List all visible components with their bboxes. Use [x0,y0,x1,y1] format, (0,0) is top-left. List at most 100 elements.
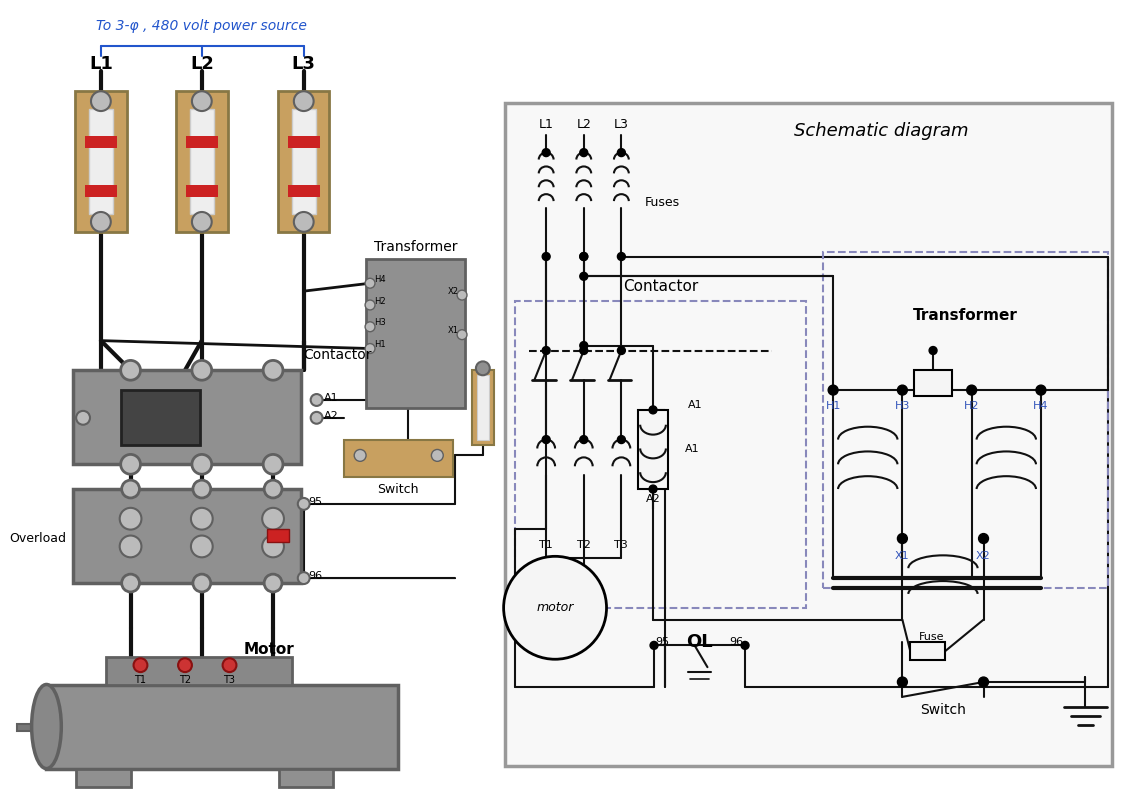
Text: 95: 95 [655,638,670,647]
Circle shape [192,454,212,474]
Circle shape [262,508,284,530]
Circle shape [193,574,211,592]
Text: A2: A2 [324,411,338,421]
Bar [279,769,334,787]
Text: H2: H2 [374,297,386,306]
Circle shape [617,148,625,156]
Text: X1: X1 [448,326,459,335]
Text: Motor: Motor [244,642,294,657]
Circle shape [263,361,283,380]
Circle shape [580,252,588,260]
Circle shape [580,342,588,350]
Text: H1: H1 [374,340,386,349]
Bar [477,375,488,440]
Text: A2: A2 [645,494,660,504]
Bar [915,370,952,396]
Text: H4: H4 [1033,401,1049,411]
Bar [504,103,1112,766]
Bar [89,109,113,214]
Circle shape [122,480,140,498]
Circle shape [476,361,490,375]
Text: Fuse: Fuse [919,633,945,642]
Bar [638,410,668,489]
Circle shape [310,394,323,406]
Text: Overload: Overload [9,532,67,545]
Circle shape [365,300,374,310]
Circle shape [133,658,148,672]
Bar [288,136,319,148]
Circle shape [354,449,367,461]
Text: T2: T2 [179,675,191,685]
Text: H4: H4 [374,275,386,284]
Circle shape [122,574,140,592]
Circle shape [293,212,314,231]
Text: H1: H1 [826,401,840,411]
Ellipse shape [32,685,61,768]
Circle shape [263,454,283,474]
Bar [76,91,126,231]
Circle shape [262,535,284,557]
Text: 95: 95 [309,497,323,507]
Text: motor: motor [537,601,574,614]
Circle shape [580,148,588,156]
Text: L3: L3 [292,54,316,73]
Bar [77,769,131,787]
Circle shape [580,272,588,280]
Bar [288,185,319,197]
Bar [186,136,218,148]
Circle shape [741,642,749,650]
Circle shape [580,252,588,260]
Bar [267,528,289,543]
Circle shape [543,346,550,354]
Circle shape [828,385,838,395]
Circle shape [979,534,988,543]
Text: Switch: Switch [920,703,966,717]
Circle shape [192,361,212,380]
Bar [85,185,116,197]
Bar [121,390,200,444]
Text: Transformer: Transformer [373,239,457,254]
Circle shape [222,658,237,672]
Circle shape [543,436,550,444]
Bar [277,91,329,231]
Text: Contactor: Contactor [623,279,698,294]
Circle shape [120,535,141,557]
Circle shape [617,436,625,444]
Text: T3: T3 [223,675,236,685]
Bar [186,185,218,197]
Circle shape [310,412,323,424]
Bar [73,370,301,464]
Circle shape [898,385,907,395]
Circle shape [979,677,988,687]
Text: H3: H3 [895,401,910,411]
Bar [85,136,116,148]
Circle shape [77,411,90,425]
Text: A1: A1 [686,444,700,455]
Circle shape [365,322,374,332]
Circle shape [580,436,588,444]
Circle shape [431,449,443,461]
Text: T2: T2 [576,540,591,551]
Circle shape [191,535,213,557]
Text: Schematic diagram: Schematic diagram [794,122,969,140]
Text: X1: X1 [896,551,909,561]
Circle shape [617,252,625,260]
Circle shape [457,290,467,300]
Bar [176,91,228,231]
Circle shape [191,508,213,530]
Circle shape [192,212,212,231]
Bar [292,109,316,214]
Bar [106,658,292,685]
Text: Switch: Switch [377,483,418,496]
Text: To 3-φ , 480 volt power source: To 3-φ , 480 volt power source [96,19,307,33]
Circle shape [365,279,374,288]
Circle shape [580,346,588,354]
Circle shape [649,485,656,493]
Circle shape [543,252,550,260]
Text: X2: X2 [976,551,990,561]
Circle shape [365,344,374,354]
Text: Transformer: Transformer [914,308,1019,323]
Text: L2: L2 [576,118,591,132]
Text: T1: T1 [134,675,147,685]
Text: L1: L1 [89,54,113,73]
